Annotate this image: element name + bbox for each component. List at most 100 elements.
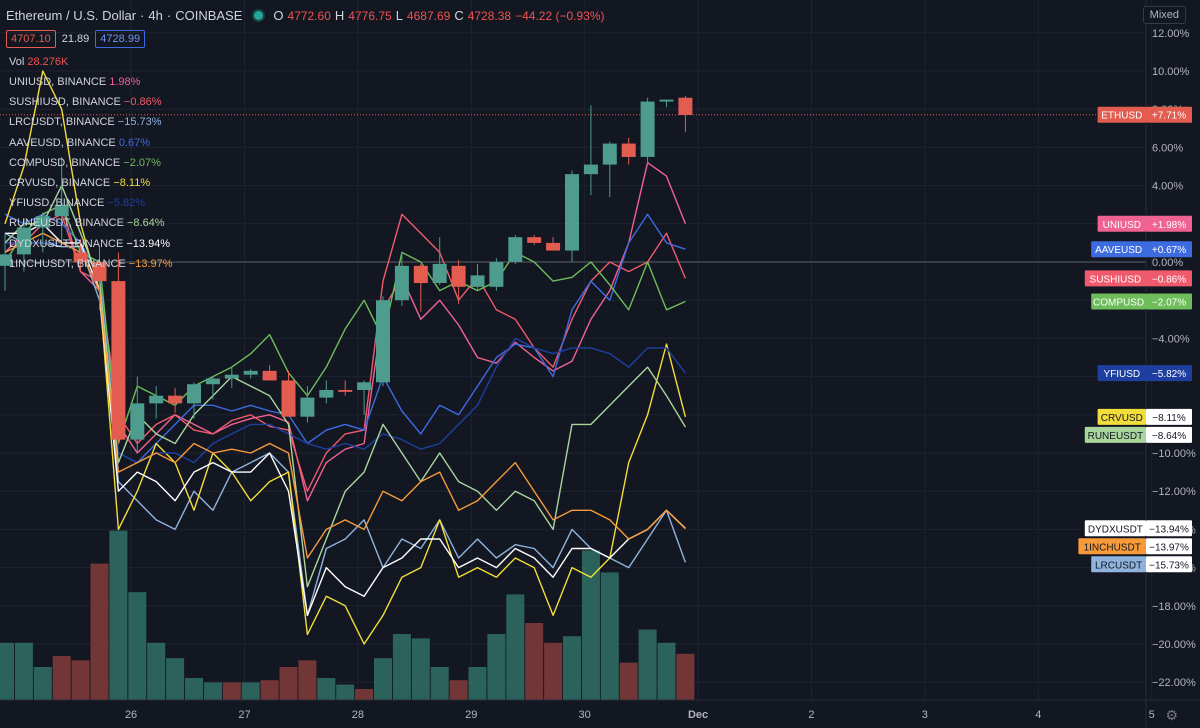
volume-bar xyxy=(109,530,128,700)
candle-body xyxy=(565,174,579,251)
x-tick-label: 29 xyxy=(465,709,477,721)
price-tag-name-bg xyxy=(1097,365,1146,382)
low-label: L xyxy=(395,8,403,23)
legend-row[interactable]: SUSHIUSD, BINANCE −0.86% xyxy=(9,96,162,108)
price-tag-name-bg xyxy=(1091,241,1146,258)
x-tick-label: 4 xyxy=(1035,709,1041,721)
scale-mode-button[interactable]: Mixed xyxy=(1142,6,1186,24)
price-tag-value-bg xyxy=(1146,215,1192,232)
y-tick-label: 4.00% xyxy=(1152,181,1183,193)
interval[interactable]: 4h xyxy=(148,8,163,23)
volume-bar xyxy=(544,642,563,700)
candle-body xyxy=(508,237,523,262)
price-tag-name-bg xyxy=(1084,520,1146,537)
symbol-name[interactable]: Ethereum / U.S. Dollar xyxy=(6,8,137,23)
volume-bar xyxy=(336,684,355,700)
y-tick-label: −18.00% xyxy=(1152,601,1196,613)
volume-legend[interactable]: Vol 28.276K xyxy=(9,56,68,68)
candle-body xyxy=(338,389,353,392)
x-tick-label: 2 xyxy=(808,709,814,721)
close-label: C xyxy=(454,8,464,23)
candle-body xyxy=(621,143,636,157)
price-tag-value: −13.94% xyxy=(1149,524,1189,535)
candle-body xyxy=(0,254,12,266)
price-tag-value-bg xyxy=(1146,520,1192,537)
price-tag: SUSHIUSD −0.86% xyxy=(1084,270,1192,287)
bid-button[interactable]: 4707.10 xyxy=(6,30,56,48)
price-tag-name-bg xyxy=(1084,270,1146,287)
price-tag-name: ETHUSD xyxy=(1101,111,1142,122)
ask-button[interactable]: 4728.99 xyxy=(95,30,146,48)
volume-bar xyxy=(487,634,506,700)
price-tag-value: −8.11% xyxy=(1152,413,1186,424)
candle-body xyxy=(319,389,334,398)
legend-row[interactable]: AAVEUSD, BINANCE 0.67% xyxy=(9,137,150,149)
x-tick-label: Dec xyxy=(688,709,708,721)
candle-body xyxy=(640,101,655,157)
plot-area xyxy=(0,0,1146,700)
volume-bars xyxy=(0,530,695,700)
series-line xyxy=(4,203,686,445)
price-tag-name: DYDXUSDT xyxy=(1088,524,1143,535)
legend-series-name: CRVUSD, BINANCE xyxy=(9,177,114,189)
volume-bar xyxy=(506,594,525,700)
chart-header: Ethereum / U.S. Dollar · 4h · COINBASE O… xyxy=(6,8,605,23)
volume-bar xyxy=(0,642,14,700)
low-value: 4687.69 xyxy=(406,8,451,23)
legend-series-name: COMPUSD, BINANCE xyxy=(9,156,124,169)
price-tag-value-bg xyxy=(1146,426,1192,443)
price-tag: LRCUSDT −15.73% xyxy=(1091,556,1192,573)
legend-row[interactable]: UNIUSD, BINANCE 1.98% xyxy=(9,76,140,88)
price-tag: COMPUSD −2.07% xyxy=(1091,293,1192,310)
sep-dot-1: · xyxy=(140,8,145,23)
legend-row[interactable]: YFIUSD, BINANCE −5.82% xyxy=(9,197,145,209)
price-tag-name: AAVEUSD xyxy=(1095,245,1142,256)
legend-row[interactable]: RUNEUSDT, BINANCE −8.64% xyxy=(9,217,165,229)
legend-series-change: −13.97% xyxy=(128,257,173,270)
x-tick-label: 5 xyxy=(1149,709,1155,721)
volume-bar xyxy=(71,660,90,700)
legend-row[interactable]: LRCUSDT, BINANCE −15.73% xyxy=(9,116,162,128)
volume-bar xyxy=(392,634,411,700)
x-tick-label: 3 xyxy=(922,709,928,721)
volume-bar xyxy=(657,642,676,700)
candle-body xyxy=(168,395,183,404)
price-tag-value: +1.98% xyxy=(1152,220,1186,231)
price-tag-value-bg xyxy=(1146,270,1192,287)
legend-row[interactable]: 1INCHUSDT, BINANCE −13.97% xyxy=(9,258,173,270)
y-tick-label: 12.00% xyxy=(1152,28,1190,40)
legend-row[interactable]: COMPUSD, BINANCE −2.07% xyxy=(9,157,161,169)
legend-row[interactable]: CRVUSD, BINANCE −8.11% xyxy=(9,177,150,189)
candle-body xyxy=(678,97,693,115)
series-line xyxy=(4,232,686,559)
series-line xyxy=(5,223,686,617)
settings-gear-icon[interactable]: ⚙ xyxy=(1165,707,1178,723)
price-tag: UNIUSD +1.98% xyxy=(1097,215,1192,232)
legend-series-name: LRCUSDT, BINANCE xyxy=(9,116,118,129)
candle-body xyxy=(187,384,201,404)
series-line xyxy=(4,70,687,645)
y-tick-label: −10.00% xyxy=(1152,448,1196,460)
volume-bar xyxy=(374,658,392,700)
candle-body xyxy=(413,265,428,284)
y-tick-label: −12.00% xyxy=(1152,486,1196,498)
candle-body xyxy=(470,275,485,287)
price-tag-value-bg xyxy=(1146,241,1192,258)
candle-body xyxy=(16,227,31,255)
volume-bar xyxy=(355,689,374,700)
open-label: O xyxy=(273,8,284,23)
price-tag-name: RUNEUSDT xyxy=(1088,431,1144,442)
volume-bar xyxy=(411,638,430,700)
volume-bar xyxy=(52,656,71,700)
legend-series-change: −15.73% xyxy=(117,116,162,129)
volume-label: Vol xyxy=(9,56,25,68)
volume-value: 28.276K xyxy=(27,56,69,68)
volume-bar xyxy=(581,550,600,700)
exchange: COINBASE xyxy=(175,8,243,23)
candlesticks xyxy=(0,95,693,453)
volume-bar xyxy=(676,653,695,700)
legend-series-name: DYDXUSDT, BINANCE xyxy=(9,237,127,250)
legend-row[interactable]: DYDXUSDT, BINANCE −13.94% xyxy=(9,238,170,250)
volume-bar xyxy=(525,623,544,700)
